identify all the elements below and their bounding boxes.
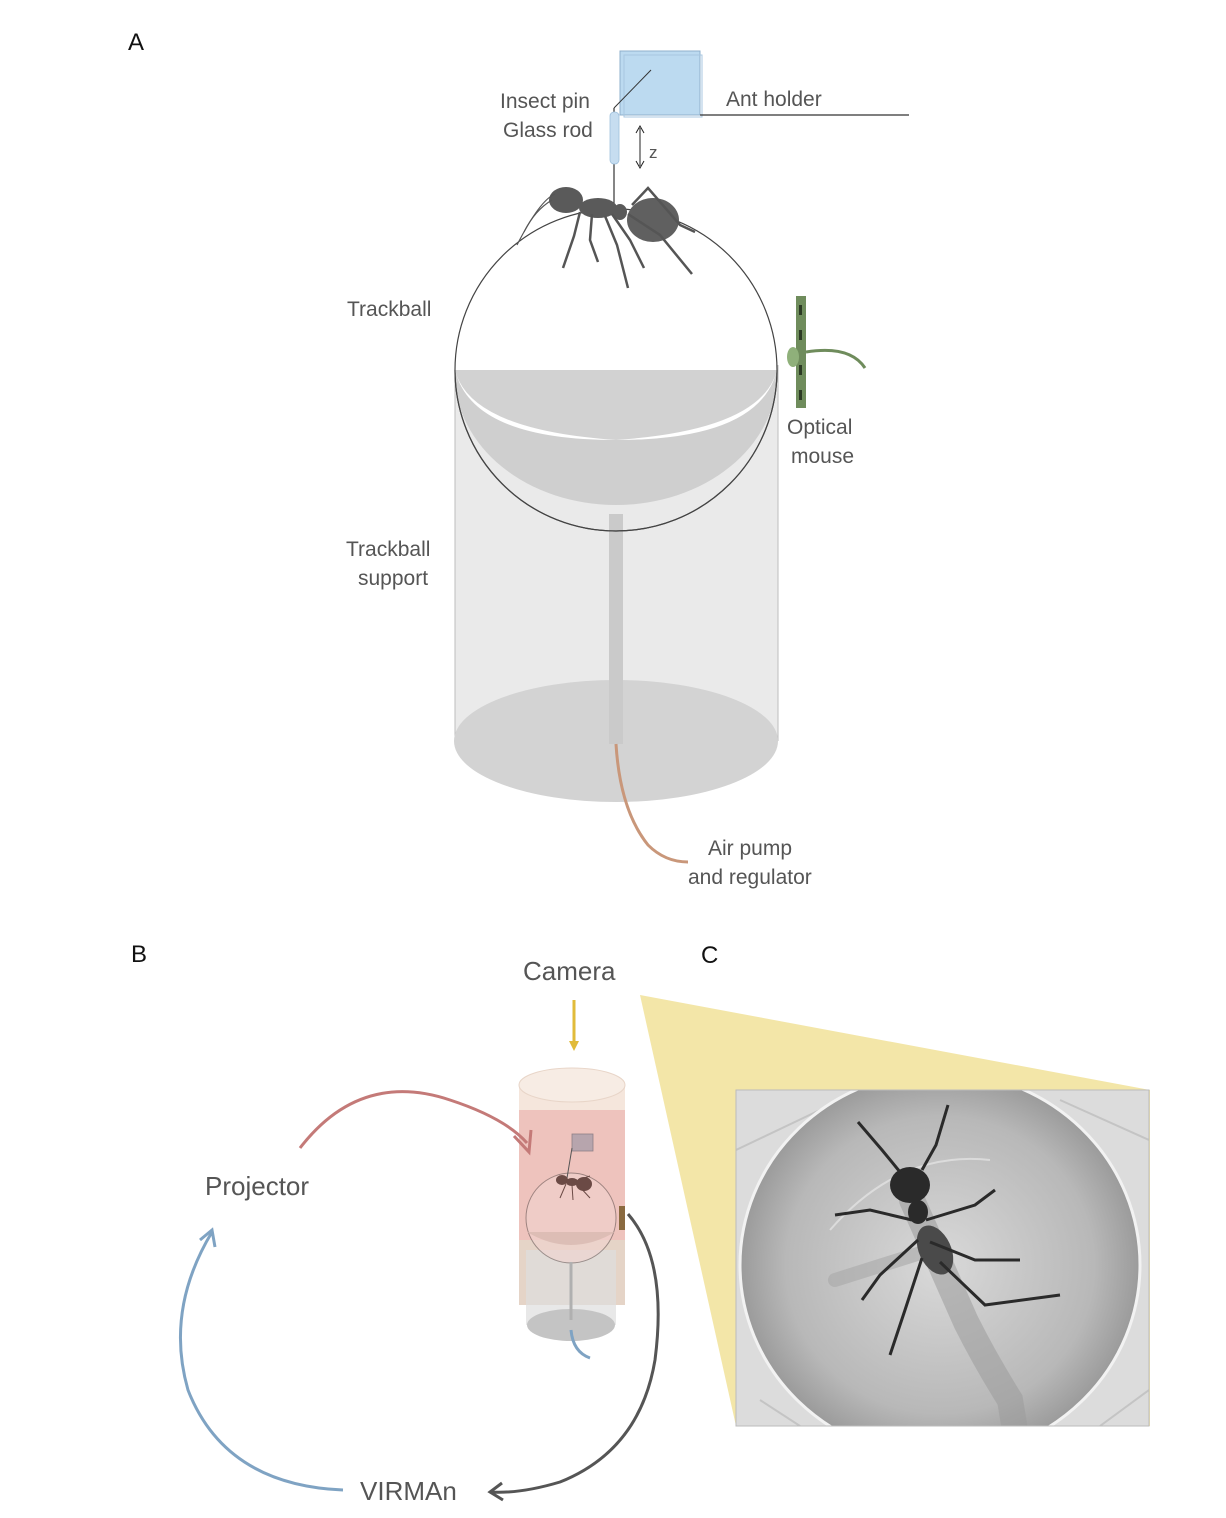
optical-mouse-label-line2: mouse <box>791 445 854 468</box>
optical-mouse-label-line1: Optical <box>787 416 852 439</box>
panel-a-letter: A <box>128 29 144 56</box>
z-axis-label: z <box>649 143 658 162</box>
trackball-support-label-line2: support <box>358 567 428 590</box>
projector-arrow <box>298 1090 533 1156</box>
ant-icon <box>516 186 696 289</box>
panel-a: A <box>128 29 909 889</box>
panel-c: C <box>640 942 1150 1427</box>
ant-holder-label: Ant holder <box>726 88 822 111</box>
ant-holder <box>609 50 909 210</box>
virman-to-projector-arrow <box>179 1227 344 1492</box>
trackball-label: Trackball <box>347 298 431 321</box>
air-tube <box>614 743 689 864</box>
air-pump-label-line2: and regulator <box>688 866 812 889</box>
insect-pin-label: Insect pin <box>500 90 590 113</box>
virman-label: VIRMAn <box>360 1476 457 1506</box>
trackball-support-label-line1: Trackball <box>346 538 430 561</box>
tracking-arrow <box>487 1213 660 1502</box>
mini-setup <box>518 1067 626 1360</box>
camera-view-image <box>736 1090 1149 1426</box>
glass-rod <box>609 111 620 165</box>
projector-label: Projector <box>205 1171 309 1201</box>
camera-label: Camera <box>523 956 616 986</box>
mini-ant-icon <box>556 1175 592 1201</box>
optical-mouse <box>787 296 867 408</box>
panel-b: B <box>131 941 660 1506</box>
ant-top-view-icon <box>828 1104 1061 1426</box>
panel-b-letter: B <box>131 941 147 968</box>
air-pump-label-line1: Air pump <box>708 837 792 860</box>
glass-rod-label: Glass rod <box>503 119 593 142</box>
panel-c-letter: C <box>701 942 718 969</box>
air-outlet-stem <box>609 514 623 744</box>
